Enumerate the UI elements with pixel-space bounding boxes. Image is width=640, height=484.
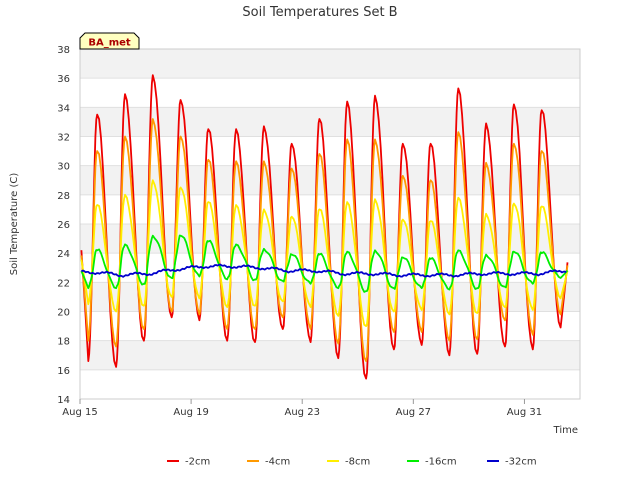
legend-label: -4cm (265, 457, 290, 468)
grid-band (80, 107, 580, 137)
site-badge-label: BA_met (88, 38, 131, 49)
x-tick-label: Aug 15 (62, 407, 97, 418)
legend-label: -8cm (345, 457, 370, 468)
y-tick-label: 22 (57, 278, 70, 289)
y-axis: 14 16 18 20 22 24 26 28 30 32 34 36 38 (57, 45, 70, 406)
y-tick-label: 32 (57, 133, 70, 144)
x-tick-label: Aug 19 (173, 407, 208, 418)
x-tick-label: Aug 27 (396, 407, 431, 418)
grid-band (80, 165, 580, 195)
grid-band (80, 340, 580, 370)
x-tick-label: Aug 23 (285, 407, 320, 418)
y-tick-label: 24 (57, 249, 70, 260)
x-tick-label: Aug 31 (507, 407, 542, 418)
legend-label: -32cm (505, 457, 537, 468)
legend-label: -16cm (425, 457, 457, 468)
legend-label: -2cm (185, 457, 210, 468)
series-line--32cm (80, 263, 567, 278)
y-axis-label: Soil Temperature (C) (9, 173, 20, 276)
series-layer (80, 74, 569, 380)
grid-band (80, 49, 580, 79)
grid-band (80, 282, 580, 312)
y-tick-label: 26 (57, 220, 70, 231)
y-tick-label: 28 (57, 191, 70, 202)
y-tick-label: 30 (57, 162, 70, 173)
y-tick-label: 36 (57, 74, 70, 85)
x-axis: Aug 15 Aug 19 Aug 23 Aug 27 Aug 31 (62, 399, 542, 418)
y-tick-label: 38 (57, 45, 70, 56)
y-tick-label: 34 (57, 103, 70, 114)
grid-bands (80, 49, 580, 370)
chart-title: Soil Temperatures Set B (242, 5, 397, 20)
y-tick-label: 20 (57, 308, 70, 319)
y-tick-label: 18 (57, 337, 70, 348)
plot-area-frame (79, 48, 581, 400)
site-badge: BA_met (79, 32, 140, 50)
legend: -2cm -4cm -8cm -16cm -32cm (167, 457, 537, 468)
site-badge-shape (79, 32, 140, 50)
series-line--16cm (80, 234, 569, 293)
x-axis-label: Time (553, 425, 578, 436)
y-tick-label: 14 (57, 395, 70, 406)
y-tick-label: 16 (57, 366, 70, 377)
